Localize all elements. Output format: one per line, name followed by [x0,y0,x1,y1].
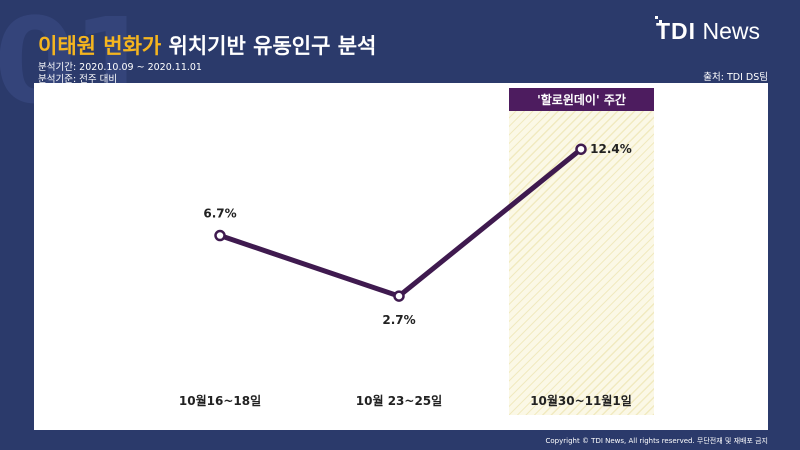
logo-dots-icon [655,16,662,23]
title-highlight: 이태원 번화가 [38,34,162,58]
category-label: 10월 23~25일 [356,393,442,408]
category-label: 10월30~11월1일 [530,393,632,408]
data-point [393,290,405,302]
logo-light-text: News [702,18,760,44]
data-point [575,143,587,155]
halloween-week-band [509,111,654,415]
data-label: 12.4% [590,142,632,156]
analysis-period: 분석기간: 2020.10.09 ~ 2020.11.01 [38,62,202,73]
category-label: 10월16~18일 [179,393,261,408]
series-line [217,146,584,299]
line-chart: 6.7% 10월16~18일 2.7% 10월 23~25일 12.4% 10월30~11… [179,142,632,408]
data-label: 2.7% [382,313,415,327]
data-point [214,229,226,242]
data-label: 6.7% [203,207,236,221]
source-note: 출처: TDI DS팀 [703,72,768,83]
page-title: 이태원 번화가 위치기반 유동인구 분석 [38,30,376,60]
chart-panel: '할로윈데이' 주간 6.7% 10월16~18일 2.7% 10월 23~25일 12… [34,83,768,430]
analysis-basis: 분석기준: 전주 대비 [38,74,118,85]
logo-bold-text: TDI [656,18,697,44]
halloween-week-label: '할로윈데이' 주간 [509,88,654,111]
copyright-footer: Copyright © TDI News, All rights reserve… [545,437,768,445]
title-rest: 위치기반 유동인구 분석 [161,34,377,58]
tdi-news-logo: TDI News [655,16,760,45]
